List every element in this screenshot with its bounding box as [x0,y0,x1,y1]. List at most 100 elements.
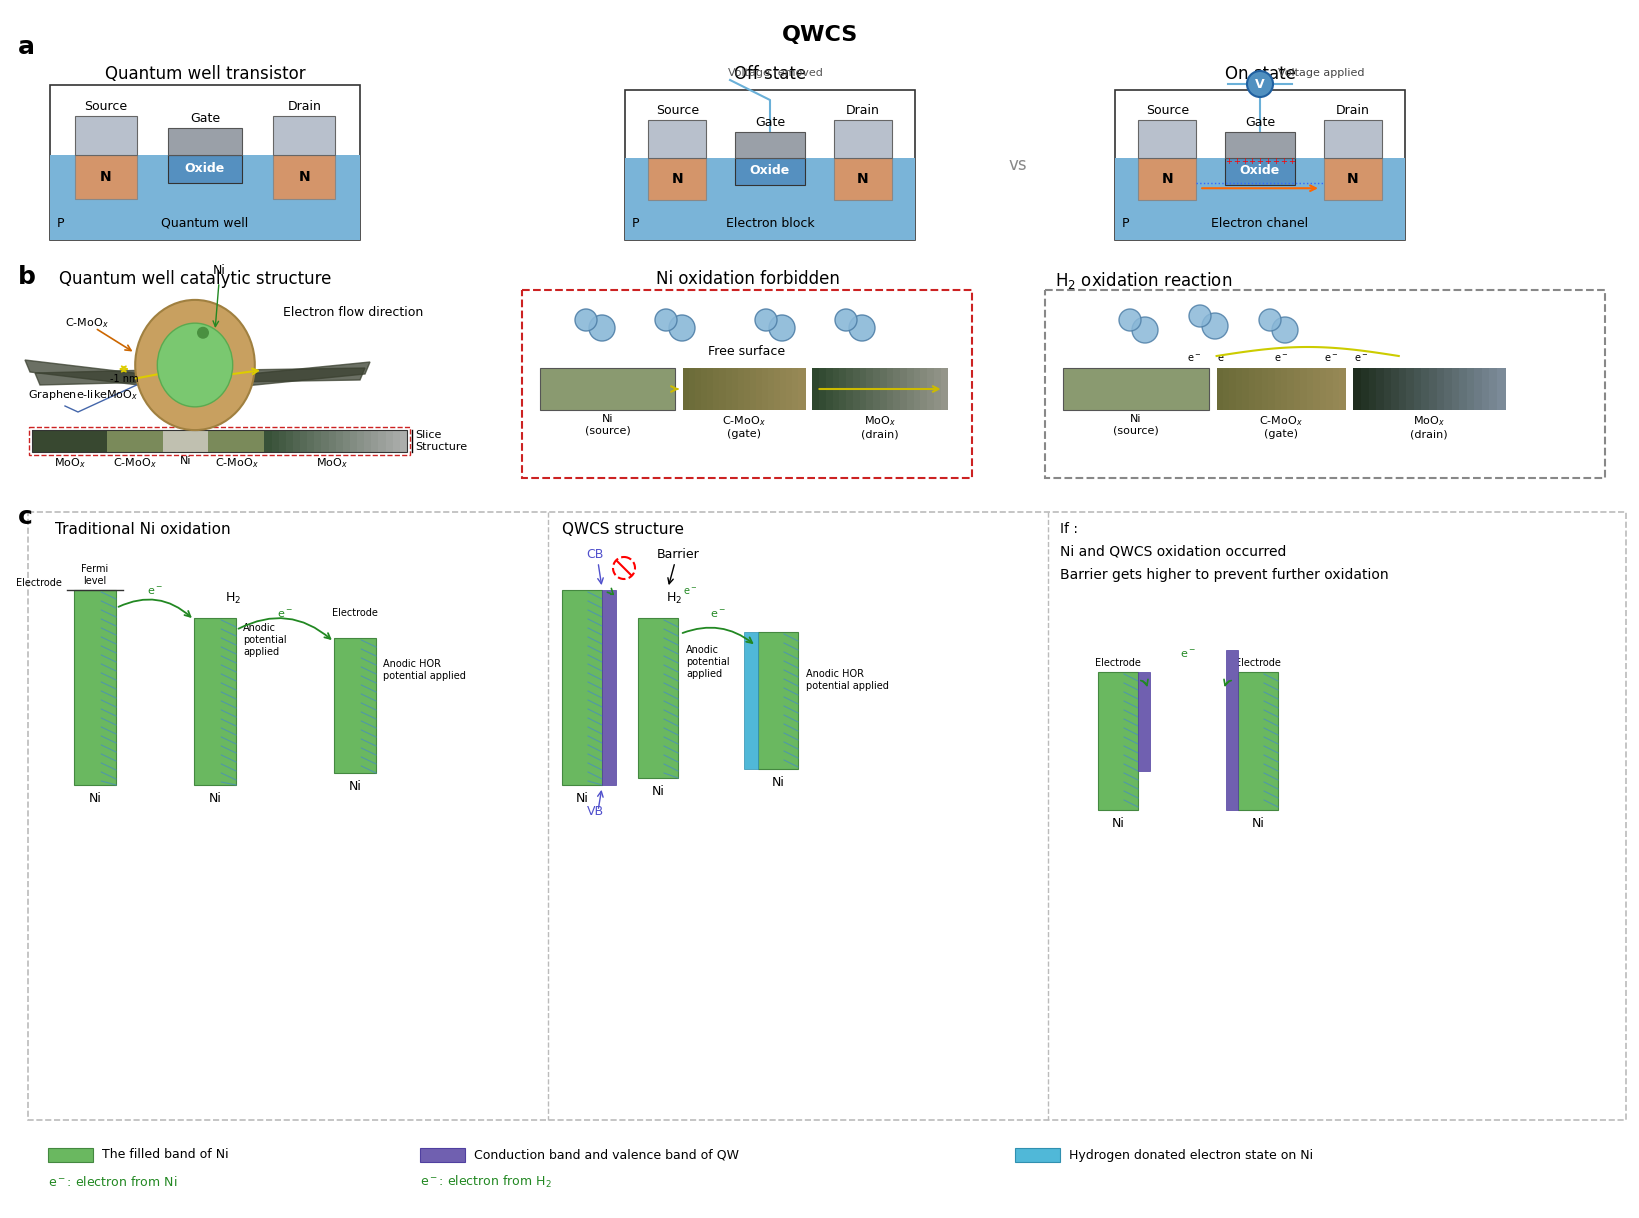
Bar [833,368,841,410]
Bar [379,430,387,452]
Text: Off state: Off state [734,65,806,83]
Text: Ni: Ni [651,784,664,798]
Text: On state: On state [1224,65,1295,83]
Text: c: c [18,505,33,529]
Text: Quantum well catalytic structure: Quantum well catalytic structure [59,270,331,287]
Bar [1293,368,1300,410]
Bar [1326,368,1333,410]
Text: e$^-$: e$^-$ [1354,353,1369,364]
Bar [756,368,762,410]
Bar [74,590,116,784]
Text: MoO$_x$: MoO$_x$ [316,456,347,470]
Bar [624,157,915,240]
Text: +: + [1264,157,1270,166]
Bar [941,368,947,410]
Text: Barrier: Barrier [656,548,698,561]
Bar [521,290,972,477]
Text: Source: Source [84,100,128,113]
Bar [695,368,701,410]
Bar [647,157,706,201]
Bar [1115,90,1405,240]
Circle shape [1188,304,1210,326]
Text: Quantum well: Quantum well [161,217,249,230]
Text: C-MoO$_x$: C-MoO$_x$ [66,317,108,330]
Bar [315,430,323,452]
Text: Source: Source [1146,105,1188,117]
Text: MoO$_x$
(drain): MoO$_x$ (drain) [1410,414,1447,440]
Text: e$^-$: e$^-$ [1178,649,1195,660]
Bar [48,1149,93,1162]
Bar [839,368,847,410]
Bar [33,430,406,452]
Bar [306,430,315,452]
Bar [349,430,357,452]
Bar [167,155,243,183]
Bar [893,368,901,410]
Bar [300,430,308,452]
Bar [1236,368,1242,410]
Bar [738,368,744,410]
Bar [1398,368,1406,410]
Text: Ni: Ni [770,776,783,789]
Text: Ni: Ni [89,792,102,805]
Polygon shape [25,361,156,387]
Text: QWCS: QWCS [782,26,857,45]
Text: C-MoO$_x$: C-MoO$_x$ [113,456,157,470]
Text: Anodic
potential
applied: Anodic potential applied [243,624,287,657]
Text: Electrode: Electrode [16,579,62,588]
Polygon shape [233,368,365,382]
Ellipse shape [157,323,233,407]
Text: Anodic HOR
potential applied: Anodic HOR potential applied [805,669,888,691]
Bar [744,368,751,410]
Text: +: + [1280,157,1287,166]
Bar [872,368,880,410]
Bar [1274,368,1282,410]
Text: +: + [1233,157,1239,166]
Circle shape [769,315,795,341]
Text: -30 nm: -30 nm [177,393,211,404]
Bar [75,117,136,155]
Bar [833,157,892,201]
Bar [1451,368,1459,410]
Text: Oxide: Oxide [185,162,225,175]
Bar [906,368,915,410]
Bar [336,430,344,452]
Text: N: N [1346,172,1357,186]
Bar [285,430,293,452]
Bar [1375,368,1383,410]
Text: Conduction band and valence band of QW: Conduction band and valence band of QW [474,1149,739,1162]
Bar [785,368,793,410]
Polygon shape [34,370,157,385]
Text: Gate: Gate [190,112,220,125]
Bar [820,368,826,410]
Bar [1465,368,1475,410]
Text: MoO$_x$
(drain): MoO$_x$ (drain) [860,414,898,440]
Text: Fermi
level: Fermi level [82,564,108,586]
Bar [880,368,887,410]
Text: e$^-$: e$^-$ [1323,353,1337,364]
Text: N: N [857,172,869,186]
Bar [279,430,287,452]
Text: QWCS structure: QWCS structure [562,523,683,537]
Text: b: b [18,266,36,289]
Text: Anodic HOR
potential applied: Anodic HOR potential applied [384,659,465,681]
Text: VB: VB [587,805,603,818]
Circle shape [1201,313,1228,339]
Bar [334,638,375,773]
Bar [713,368,720,410]
Bar [1413,368,1421,410]
Bar [392,430,400,452]
Text: e$^-$: electron from H$_2$: e$^-$: electron from H$_2$ [420,1174,552,1190]
Bar [749,368,757,410]
Circle shape [669,315,695,341]
Bar [774,368,780,410]
Circle shape [588,315,615,341]
Bar [724,368,733,410]
Bar [1044,290,1605,477]
Text: Anodic
potential
applied: Anodic potential applied [685,646,729,678]
Text: e$^-$: e$^-$ [1187,353,1201,364]
Bar [75,155,136,199]
Text: Electrode: Electrode [1234,658,1280,667]
Text: Graphene-likeMoO$_x$: Graphene-likeMoO$_x$ [28,389,138,402]
Text: C-MoO$_x$
(gate): C-MoO$_x$ (gate) [721,414,765,440]
